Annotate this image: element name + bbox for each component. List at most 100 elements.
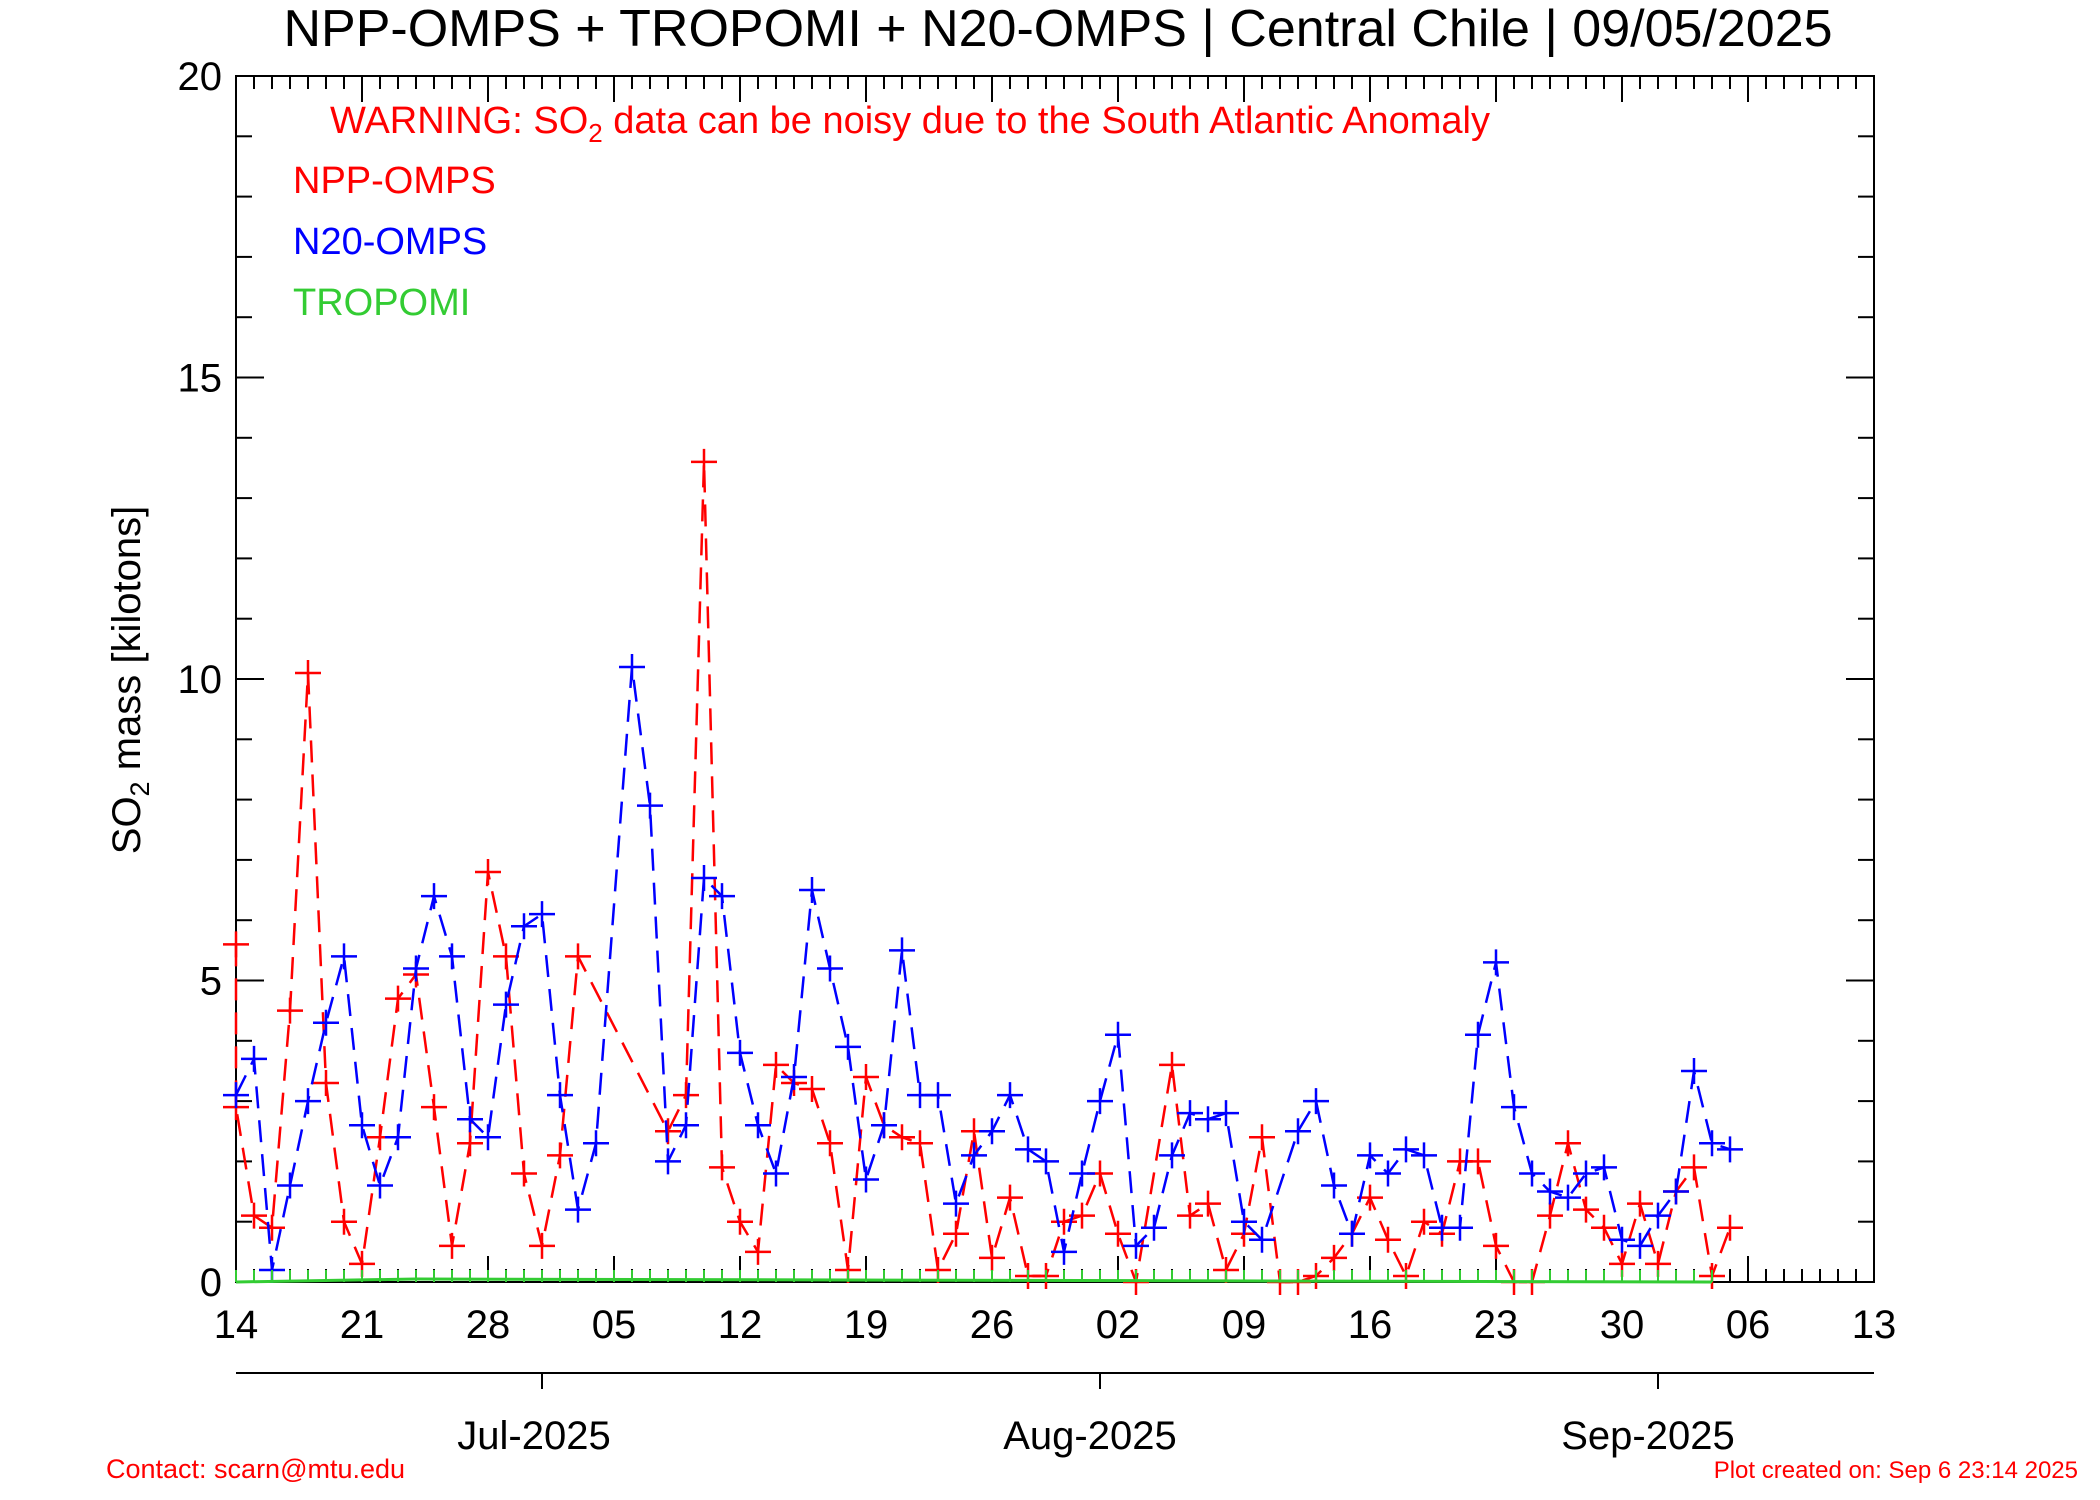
series-point-npp-omps	[421, 1094, 447, 1121]
series-point-n20-omps	[385, 1124, 411, 1151]
series-point-npp-omps	[385, 985, 411, 1012]
series-point-npp-omps	[475, 858, 501, 885]
series-point-n20-omps	[1663, 1178, 1689, 1205]
series-point-npp-omps	[1717, 1214, 1743, 1241]
series-point-n20-omps	[1591, 1154, 1617, 1181]
series-point-n20-omps	[1141, 1214, 1167, 1241]
series-point-n20-omps	[223, 1082, 249, 1109]
series-point-n20-omps	[943, 1190, 969, 1217]
series-point-n20-omps	[439, 943, 465, 970]
series-point-npp-omps	[1465, 1148, 1491, 1175]
series-point-n20-omps	[475, 1124, 501, 1151]
series-point-npp-omps	[1591, 1214, 1617, 1241]
series-point-n20-omps	[1375, 1160, 1401, 1187]
series-point-n20-omps	[1231, 1208, 1257, 1235]
series-point-n20-omps	[529, 901, 555, 928]
series-point-npp-omps	[1177, 1202, 1203, 1229]
series-point-n20-omps	[1213, 1100, 1239, 1127]
series-point-n20-omps	[709, 883, 735, 910]
series-point-npp-omps	[1159, 1051, 1185, 1078]
ylabel-prefix: SO	[105, 796, 149, 854]
series-point-npp-omps	[979, 1244, 1005, 1271]
series-point-npp-omps	[511, 1160, 537, 1187]
series-point-n20-omps	[1033, 1148, 1059, 1175]
series-line-n20-omps	[234, 666, 1731, 1271]
footer-contact: Contact: scarn@mtu.edu	[106, 1454, 405, 1484]
x-tick-label: 23	[1474, 1303, 1519, 1347]
series-point-n20-omps	[547, 1082, 573, 1109]
series-point-n20-omps	[925, 1082, 951, 1109]
series-point-n20-omps	[997, 1082, 1023, 1109]
x-tick-label: 30	[1600, 1303, 1645, 1347]
series-point-n20-omps	[1447, 1214, 1473, 1241]
series-point-npp-omps	[1573, 1196, 1599, 1223]
series-point-n20-omps	[493, 991, 519, 1018]
series-point-npp-omps	[889, 1124, 915, 1151]
x-tick-label: 26	[970, 1303, 1015, 1347]
series-point-n20-omps	[1483, 949, 1509, 976]
series-point-npp-omps	[1051, 1208, 1077, 1235]
series-point-n20-omps	[313, 1009, 339, 1036]
series-point-npp-omps	[1627, 1190, 1653, 1217]
series-point-npp-omps	[493, 943, 519, 970]
x-tick-label: 19	[844, 1303, 889, 1347]
series-point-n20-omps	[1717, 1136, 1743, 1163]
series-point-n20-omps	[691, 864, 717, 891]
series-point-n20-omps	[1609, 1226, 1635, 1253]
x-tick-label: 12	[718, 1303, 763, 1347]
series-point-n20-omps	[1573, 1160, 1599, 1187]
series-point-n20-omps	[295, 1088, 321, 1115]
series-point-npp-omps	[691, 448, 717, 475]
series-point-npp-omps	[439, 1232, 465, 1259]
legend-entry-npp-omps: NPP-OMPS	[293, 160, 496, 202]
series-point-n20-omps	[1519, 1160, 1545, 1187]
series-point-n20-omps	[241, 1045, 267, 1072]
series-point-npp-omps	[1375, 1226, 1401, 1253]
series-point-npp-omps	[457, 1130, 483, 1157]
month-label: Jul-2025	[457, 1414, 610, 1458]
series-point-npp-omps	[1105, 1220, 1131, 1247]
series-point-n20-omps	[1537, 1178, 1563, 1205]
series-point-n20-omps	[817, 955, 843, 982]
series-point-n20-omps	[1501, 1094, 1527, 1121]
warning-text: WARNING: SO2 data can be noisy due to th…	[330, 100, 1490, 148]
series-point-n20-omps	[349, 1112, 375, 1139]
series-point-npp-omps	[529, 1232, 555, 1259]
series-point-n20-omps	[889, 937, 915, 964]
footer-created: Plot created on: Sep 6 23:14 2025	[1714, 1457, 2078, 1484]
series-point-n20-omps	[403, 955, 429, 982]
series-point-npp-omps	[223, 931, 249, 958]
x-tick-label: 02	[1096, 1303, 1141, 1347]
warning-suffix: data can be noisy due to the South Atlan…	[603, 100, 1490, 142]
series-point-n20-omps	[835, 1033, 861, 1060]
series-point-n20-omps	[637, 792, 663, 819]
series-point-n20-omps	[421, 883, 447, 910]
series-point-n20-omps	[1465, 1021, 1491, 1048]
series-point-npp-omps	[1249, 1124, 1275, 1151]
series-point-n20-omps	[979, 1118, 1005, 1145]
series-point-n20-omps	[655, 1148, 681, 1175]
series-point-n20-omps	[331, 943, 357, 970]
x-tick-label: 06	[1726, 1303, 1771, 1347]
series-line-npp-omps	[234, 461, 1732, 1287]
series-point-n20-omps	[745, 1112, 771, 1139]
x-tick-label: 21	[340, 1303, 385, 1347]
series-point-n20-omps	[1123, 1232, 1149, 1259]
series-point-npp-omps	[277, 997, 303, 1024]
legend-entry-n20-omps: N20-OMPS	[293, 221, 487, 263]
month-label: Sep-2025	[1561, 1414, 1734, 1458]
series-point-n20-omps	[1105, 1021, 1131, 1048]
series-point-npp-omps	[547, 1142, 573, 1169]
series-point-n20-omps	[781, 1063, 807, 1090]
series-point-npp-omps	[799, 1076, 825, 1103]
x-tick-label: 05	[592, 1303, 637, 1347]
series-point-n20-omps	[1249, 1226, 1275, 1253]
series-point-npp-omps	[997, 1184, 1023, 1211]
legend: NPP-OMPS N20-OMPS TROPOMI	[293, 160, 496, 324]
y-tick-label: 10	[178, 658, 223, 702]
series-point-n20-omps	[763, 1160, 789, 1187]
series-point-npp-omps	[673, 1082, 699, 1109]
series-point-n20-omps	[727, 1039, 753, 1066]
series-point-n20-omps	[1393, 1136, 1419, 1163]
